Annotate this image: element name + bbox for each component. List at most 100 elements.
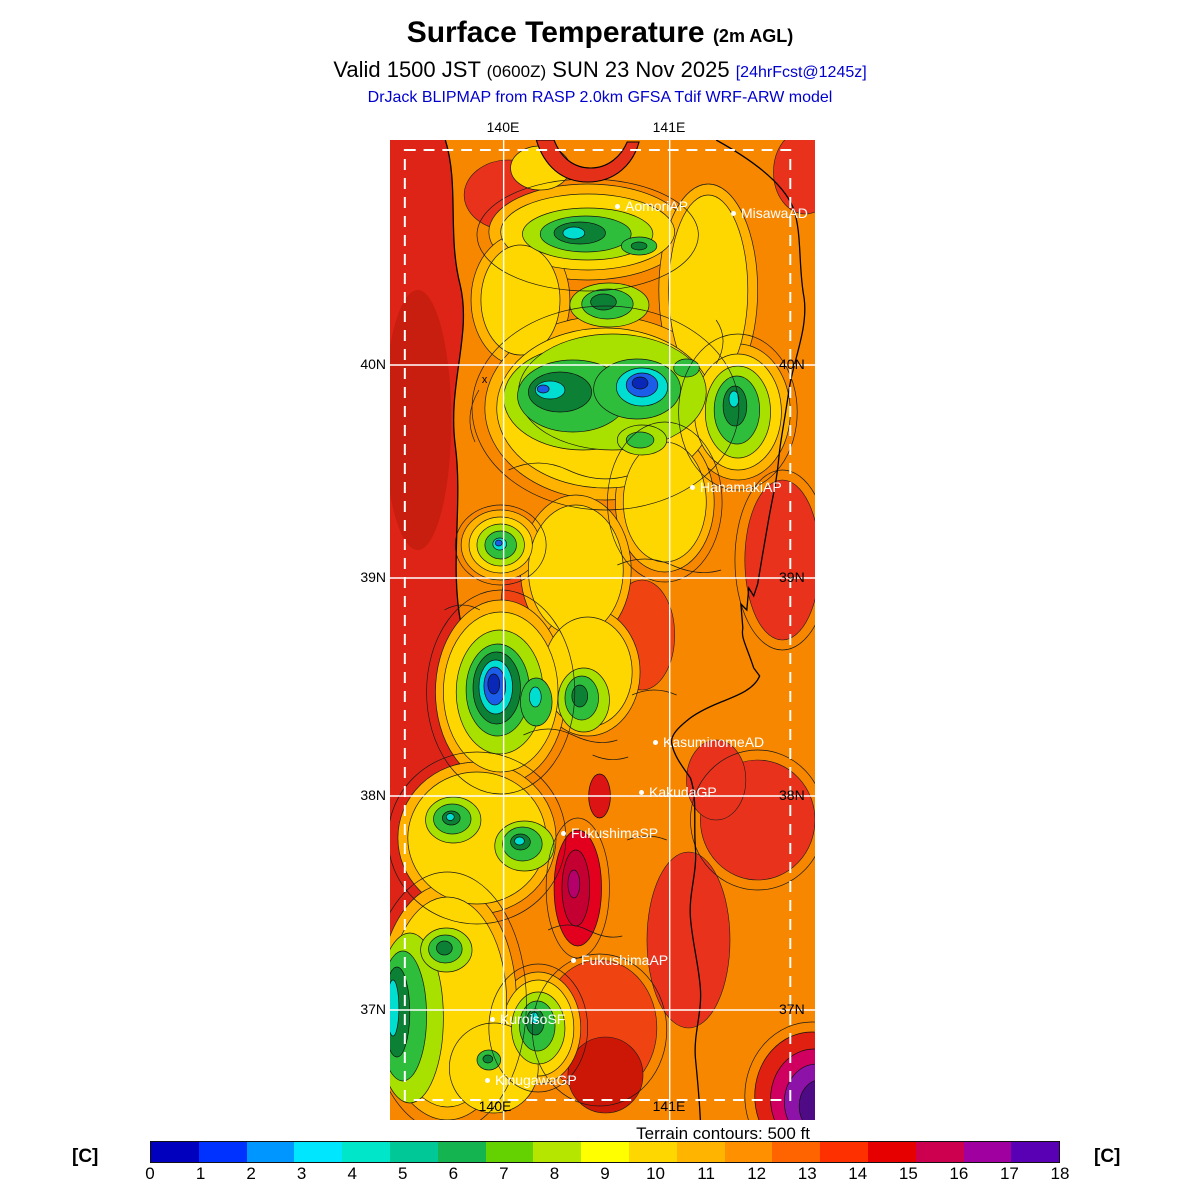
station-label: HanamakiAP [700, 479, 782, 495]
domain-boundary-box [403, 149, 792, 1101]
station-dot-icon [571, 957, 576, 963]
colorbar-tick: 4 [347, 1164, 357, 1183]
colorbar-segment-14 [820, 1142, 868, 1162]
lat-label-40n-left: 40N [360, 356, 386, 372]
station-dot-icon [731, 210, 736, 216]
station-marker-KuroisoSF: KuroisoSF [490, 1011, 565, 1027]
station-dot-icon [690, 484, 695, 490]
colorbar-segment-16 [915, 1142, 964, 1162]
station-marker-AomoriAP: AomoriAP [615, 198, 688, 214]
colorbar-segment-10 [628, 1142, 677, 1162]
colorbar-tick: 14 [848, 1164, 868, 1183]
colorbar-segment-11 [676, 1142, 725, 1162]
colorbar-segment-9 [581, 1142, 629, 1162]
colorbar-segment-13 [772, 1142, 821, 1162]
station-dot-icon [639, 789, 644, 795]
valid-zulu: (0600Z) [486, 62, 547, 81]
station-dot-icon [485, 1077, 490, 1083]
colorbar-segment-4 [342, 1142, 390, 1162]
lat-label-37n-right: 37N [779, 1001, 805, 1017]
coast-x-mark: x [482, 374, 488, 386]
colorbar-segment-15 [867, 1142, 916, 1162]
station-label: FukushimaAP [581, 952, 669, 968]
pacific-coastline [670, 140, 806, 1120]
colorbar-unit-left: [C] [72, 1146, 99, 1167]
station-marker-FukushimaAP: FukushimaAP [571, 952, 668, 968]
colorbar-tick: 13 [797, 1164, 817, 1183]
lon-label-141e-top: 141E [652, 119, 686, 135]
colorbar-segment-6 [437, 1142, 486, 1162]
colorbar-tick: 11 [697, 1164, 715, 1183]
colorbar-segment-0 [151, 1142, 199, 1162]
temperature-colorbar [150, 1141, 1060, 1163]
station-label: KuroisoSF [500, 1011, 566, 1027]
station-dot-icon [615, 203, 620, 209]
colorbar-tick: 12 [747, 1164, 767, 1183]
terrain-contours-note: Terrain contours: 500 ft [636, 1124, 810, 1143]
colorbar-segment-1 [198, 1142, 247, 1162]
title-note: (2m AGL) [712, 26, 794, 46]
colorbar-tick: 18 [1050, 1164, 1070, 1183]
terrain-contours [390, 178, 815, 1120]
colorbar-tick: 16 [949, 1164, 969, 1183]
page-title: Surface Temperature (2m AGL) [0, 16, 1200, 53]
station-dot-icon [490, 1016, 495, 1022]
lat-label-37n-left: 37N [360, 1001, 386, 1017]
graticule-lines [390, 140, 815, 1120]
lat-label-40n-right: 40N [779, 356, 805, 372]
header: Surface Temperature (2m AGL) Valid 1500 … [0, 16, 1200, 108]
lat-label-38n-left: 38N [360, 787, 386, 803]
colorbar-segment-18 [1011, 1142, 1060, 1162]
colorbar-segment-8 [533, 1142, 582, 1162]
colorbar-tick: 7 [499, 1164, 509, 1183]
station-marker-KasuminomeAD: KasuminomeAD [653, 734, 764, 750]
station-label: MisawaAD [741, 205, 808, 221]
valid-fcst-tag: [24hrFcst@1245z] [735, 64, 867, 81]
station-dot-icon [653, 739, 658, 745]
station-marker-MisawaAD: MisawaAD [731, 205, 808, 221]
model-line: DrJack BLIPMAP from RASP 2.0km GFSA Tdif… [367, 89, 833, 106]
colorbar-tick: 6 [448, 1164, 459, 1183]
station-marker-KakudaGP: KakudaGP [639, 784, 717, 800]
lat-label-39n-left: 39N [360, 569, 386, 585]
lon-label-140e-top: 140E [486, 119, 520, 135]
lon-label-141e-bottom: 141E [652, 1098, 686, 1114]
lat-label-38n-right: 38N [779, 787, 805, 803]
temperature-map: x AomoriAP MisawaAD HanamakiAP KasuminomeAD… [390, 140, 815, 1120]
valid-prefix: Valid 1500 JST [333, 57, 481, 82]
station-marker-KinugawaGP: KinugawaGP [485, 1072, 577, 1088]
colorbar-tick: 5 [398, 1164, 408, 1183]
colorbar-segment-12 [724, 1142, 773, 1162]
valid-date: SUN 23 Nov 2025 [552, 57, 730, 82]
colorbar-tick: 3 [296, 1164, 307, 1183]
station-label: AomoriAP [625, 198, 689, 214]
colorbar-tick: 2 [246, 1164, 256, 1183]
temperature-field-plot: x [390, 140, 815, 1120]
colorbar-tick-labels: 0 1 2 3 4 5 6 7 8 9 10 11 12 13 14 15 16 17 18 [145, 1164, 1069, 1186]
lat-label-39n-right: 39N [779, 569, 805, 585]
title-text: Surface Temperature [406, 16, 705, 49]
colorbar-segment-7 [485, 1142, 534, 1162]
dark-blue-cores [487, 376, 649, 695]
colorbar-tick: 8 [549, 1164, 560, 1183]
colorbar-segment-2 [246, 1142, 295, 1162]
mutsu-bay [535, 140, 640, 183]
station-dot-icon [561, 830, 566, 836]
colorbar-segment-17 [963, 1142, 1012, 1162]
warm-sea-corner [754, 1031, 815, 1120]
station-marker-FukushimaSP: FukushimaSP [561, 825, 658, 841]
station-label: KakudaGP [649, 784, 717, 800]
colorbar-segment-3 [294, 1142, 343, 1162]
station-label: KinugawaGP [495, 1072, 577, 1088]
lon-label-140e-bottom: 140E [478, 1098, 512, 1114]
colorbar-tick: 0 [145, 1164, 155, 1183]
colorbar-tick: 17 [999, 1164, 1019, 1183]
valid-line: Valid 1500 JST (0600Z) SUN 23 Nov 2025 [… [0, 57, 1200, 86]
colorbar-unit-right: [C] [1094, 1146, 1121, 1167]
station-marker-HanamakiAP: HanamakiAP [690, 479, 782, 495]
colorbar-tick: 15 [898, 1164, 918, 1183]
colorbar-tick: 1 [195, 1164, 206, 1183]
colorbar-tick: 10 [646, 1164, 666, 1183]
station-label: KasuminomeAD [663, 734, 765, 750]
